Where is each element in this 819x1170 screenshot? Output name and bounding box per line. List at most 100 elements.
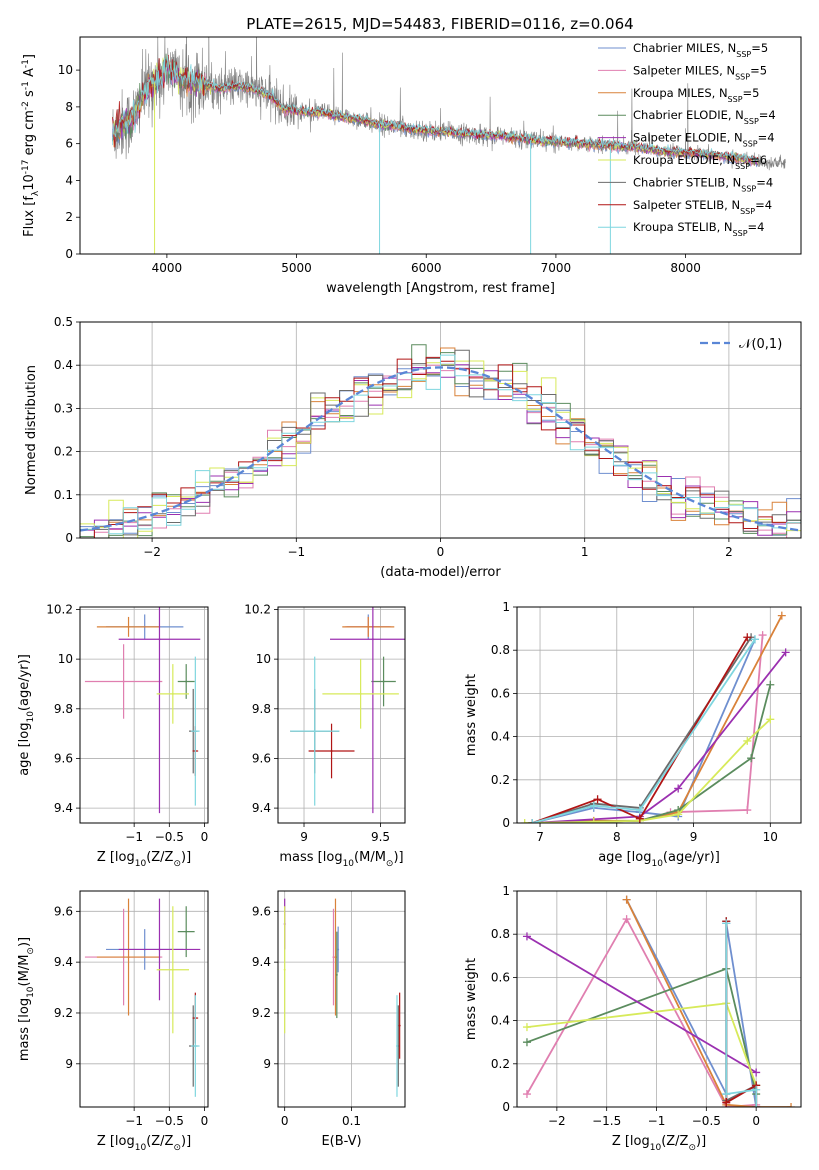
mass-vs-z-ytick-label: 9.2 [54, 1006, 73, 1020]
age-vs-z-ytick-label: 10 [58, 652, 73, 666]
weight-vs-age-axes: 7 8 9 10 0 0.2 0.4 0.6 0.8 1 age [log10(age/yr)] ma… [464, 600, 802, 869]
age-vs-mass-ytick-label: 9.4 [252, 801, 271, 815]
spectrum-xtick-label: 6000 [411, 261, 442, 275]
legend-label-0: Chabrier MILES, NSSP=5 [633, 41, 768, 59]
weight-vs-age-marker-8 [750, 635, 759, 644]
mass-vs-ebv-xtick-label: 0.1 [342, 1114, 361, 1128]
residuals-xlabel: (data-model)/error [380, 565, 501, 580]
weight-vs-age-series-5 [524, 718, 771, 823]
weight-vs-z-marker-5 [522, 1023, 531, 1032]
spectrum-plot-area [112, 37, 786, 254]
weight-vs-z-marker-2 [622, 895, 631, 904]
weight-vs-z-marker-7 [722, 1098, 731, 1107]
legend-label-5: Kroupa ELODIE, NSSP=6 [633, 153, 767, 171]
mass-vs-ebv-point-3 [335, 973, 338, 976]
legend-label-1: Salpeter MILES, NSSP=5 [633, 63, 767, 81]
residual-hist-8 [80, 354, 801, 535]
residuals-ylabel: Normed distribution [24, 365, 39, 495]
legend-label-7: Salpeter STELIB, NSSP=4 [633, 198, 772, 216]
mass-vs-z-xtick-label: 0 [201, 1114, 209, 1128]
weight-vs-age-series-6 [532, 636, 752, 823]
weight-vs-age-ytick-label: 0.8 [491, 643, 510, 657]
mass-vs-z-point-5 [171, 968, 174, 971]
age-vs-mass-frame [277, 606, 406, 824]
residuals-ytick-label: 0.1 [54, 488, 73, 502]
spectrum-xtick-label: 4000 [152, 261, 183, 275]
age-vs-mass-xlabel: mass [log10(M/M⊙)] [279, 850, 403, 869]
age-vs-mass-point-4 [371, 638, 374, 641]
age-vs-z-point-8 [194, 730, 197, 733]
spectrum-xtick-label: 8000 [670, 261, 701, 275]
mass-vs-ebv-ytick-label: 9 [263, 1057, 271, 1071]
weight-vs-age-series-8 [532, 638, 756, 823]
spectrum-ytick-label: 8 [65, 100, 73, 114]
reference-legend-label: 𝒩(0,1) [739, 337, 782, 352]
mass-vs-ebv-point-0 [337, 948, 340, 951]
weight-vs-z-marker-8 [722, 1090, 731, 1099]
residuals-ytick-label: 0.5 [54, 315, 73, 329]
age-vs-z-frame [79, 606, 209, 824]
weight-vs-age-marker-7 [635, 814, 644, 823]
weight-vs-age-ytick-label: 0.2 [491, 773, 510, 787]
weight-vs-z-ytick-label: 0.8 [491, 927, 510, 941]
spectrum-ytick-label: 6 [65, 137, 73, 151]
weight-vs-z-marker-3 [522, 1038, 531, 1047]
mass-vs-ebv-ytick-label: 9.4 [252, 955, 271, 969]
weight-vs-age-xtick-label: 10 [763, 830, 778, 844]
weight-vs-age-marker-4 [674, 784, 683, 793]
weight-vs-z-marker-4 [752, 1068, 761, 1077]
weight-vs-age-ytick-label: 0.6 [491, 686, 510, 700]
weight-vs-z-marker-1 [622, 915, 631, 924]
residuals-ytick-label: 0 [65, 531, 73, 545]
age-vs-z-axes: −1 −0.5 0 9.4 9.6 9.8 10 10.2 Z [log10(Z/Z⊙)] age… [17, 602, 209, 869]
age-vs-z-plot-area [84, 607, 201, 814]
mass-vs-z-xtick-label: −1 [125, 1114, 143, 1128]
age-vs-z-ytick-label: 10.2 [46, 602, 73, 616]
mass-vs-z-point-4 [158, 948, 161, 951]
weight-vs-age-marker-7 [743, 633, 752, 642]
weight-vs-age-marker-8 [635, 806, 644, 815]
weight-vs-z-ytick-label: 0.4 [491, 1014, 510, 1028]
mass-vs-z-axes: −1 −0.5 0 9 9.2 9.4 9.6 Z [log10(Z/Z⊙)] mass [lo… [17, 890, 209, 1153]
weight-vs-z-xtick-label: 0 [752, 1114, 760, 1128]
spectrum-ylabel: Flux [fλ10-17 erg cm-2 s-1 A-1] [21, 54, 41, 237]
age-vs-z-point-3 [185, 680, 188, 683]
weight-vs-age-marker-8 [528, 819, 537, 823]
weight-vs-age-marker-3 [747, 754, 756, 763]
residuals-xtick-label: 0 [437, 545, 445, 559]
age-vs-z-ylabel: age [log10(age/yr)] [17, 654, 36, 776]
weight-vs-age-ylabel: mass weight [464, 674, 479, 756]
spectrum-frame [79, 36, 802, 255]
model-spectrum-8 [112, 55, 759, 163]
weight-vs-z-ytick-label: 0.6 [491, 970, 510, 984]
weight-vs-z-xtick-label: −1.5 [592, 1114, 621, 1128]
mass-vs-z-point-2 [127, 956, 130, 959]
legend-label-4: Salpeter ELODIE, NSSP=4 [633, 131, 775, 149]
age-vs-z-ytick-label: 9.6 [54, 751, 73, 765]
weight-vs-age-marker-1 [743, 806, 752, 815]
age-vs-mass-point-5 [359, 692, 362, 695]
spectrum-ytick-label: 2 [65, 210, 73, 224]
weight-vs-age-frame [516, 606, 802, 824]
residuals-plot-area [80, 344, 801, 538]
age-vs-mass-xtick-label: 9 [300, 830, 308, 844]
spectrum-xtick-label: 5000 [281, 261, 312, 275]
weight-vs-z-marker-1 [522, 1090, 531, 1099]
age-vs-z-point-5 [171, 692, 174, 695]
age-vs-mass-point-2 [367, 625, 370, 628]
mass-vs-ebv-ytick-label: 9.6 [252, 904, 271, 918]
weight-vs-age-marker-8 [589, 801, 598, 810]
normal-reference-curve [80, 366, 801, 532]
weight-vs-age-xlabel: age [log10(age/yr)] [598, 850, 720, 869]
age-vs-mass-ytick-label: 10.2 [244, 602, 271, 616]
residuals-xtick-label: 1 [581, 545, 589, 559]
weight-vs-z-series-8 [725, 923, 758, 1107]
weight-vs-age-marker-2 [777, 611, 786, 620]
mass-vs-ebv-point-8 [395, 1045, 398, 1048]
spectrum-legend: Chabrier MILES, NSSP=5 Salpeter MILES, NS… [598, 41, 776, 238]
age-vs-z-point-1 [122, 680, 125, 683]
weight-vs-age-marker-4 [781, 648, 790, 657]
weight-vs-z-xtick-label: −1 [648, 1114, 666, 1128]
residuals-frame [79, 321, 802, 539]
